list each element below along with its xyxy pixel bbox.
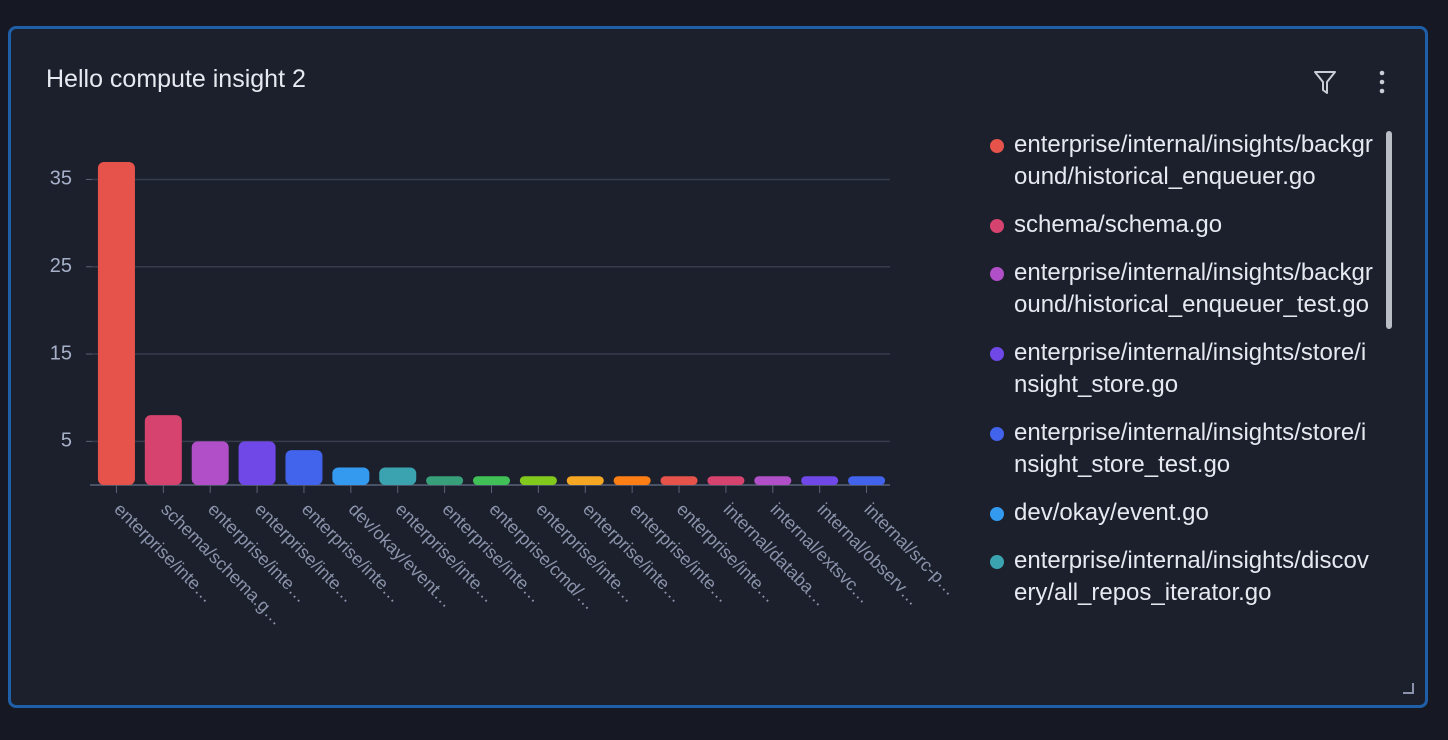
- bar: [519, 476, 557, 485]
- y-tick-label: 35: [50, 168, 72, 190]
- bar: [660, 476, 698, 485]
- legend-item[interactable]: enterprise/internal/insights/store/insig…: [986, 417, 1378, 481]
- card-actions: [1314, 70, 1385, 94]
- scrollbar[interactable]: [1386, 131, 1392, 329]
- bar: [848, 476, 886, 485]
- bar: [801, 476, 839, 485]
- bar: [707, 476, 745, 485]
- legend-dot: [990, 139, 1004, 153]
- legend-label: enterprise/internal/insights/store/insig…: [1014, 339, 1367, 398]
- legend-item[interactable]: enterprise/internal/insights/background/…: [986, 129, 1378, 193]
- y-tick-label: 5: [61, 430, 72, 452]
- card-title: Hello compute insight 2: [46, 65, 306, 93]
- legend-label: schema/schema.go: [1014, 211, 1223, 238]
- legend-dot: [990, 347, 1004, 361]
- menu-button[interactable]: [1379, 70, 1385, 94]
- legend-item[interactable]: enterprise/internal/insights/store/insig…: [986, 337, 1378, 401]
- bar: [332, 467, 370, 485]
- bar: [473, 476, 510, 485]
- legend-item[interactable]: dev/okay/event.go: [986, 497, 1378, 529]
- legend-dot: [990, 555, 1004, 569]
- filter-button[interactable]: [1314, 71, 1336, 94]
- bar: [613, 476, 651, 485]
- bar: [566, 476, 604, 485]
- bar: [285, 450, 323, 485]
- legend-label: enterprise/internal/insights/discovery/a…: [1014, 547, 1369, 606]
- bar: [379, 467, 417, 485]
- y-tick-label: 25: [50, 255, 72, 277]
- legend-dot: [990, 427, 1004, 441]
- legend: enterprise/internal/insights/background/…: [986, 129, 1378, 674]
- legend-label: enterprise/internal/insights/background/…: [1014, 259, 1373, 318]
- legend-label: dev/okay/event.go: [1014, 499, 1209, 526]
- bar: [97, 162, 135, 485]
- bar: [426, 476, 464, 485]
- bar: [238, 441, 276, 485]
- bar: [754, 476, 792, 485]
- resize-handle[interactable]: [1401, 681, 1415, 695]
- legend-item[interactable]: schema/schema.go: [986, 209, 1378, 241]
- legend-item[interactable]: enterprise/internal/insights/discovery/a…: [986, 545, 1378, 609]
- legend-label: enterprise/internal/insights/background/…: [1014, 131, 1373, 190]
- legend-dot: [990, 507, 1004, 521]
- legend-dot: [990, 219, 1004, 233]
- chart: 5152535enterprise/inte…schema/schema.g…e…: [50, 162, 961, 629]
- bar: [144, 415, 182, 485]
- legend-item[interactable]: enterprise/internal/insights/background/…: [986, 257, 1378, 321]
- legend-dot: [990, 267, 1004, 281]
- bar: [191, 441, 229, 485]
- legend-label: enterprise/internal/insights/store/insig…: [1014, 419, 1367, 478]
- insight-card: Hello compute insight 2 enterprise/inter…: [8, 26, 1428, 708]
- y-tick-label: 15: [50, 342, 72, 364]
